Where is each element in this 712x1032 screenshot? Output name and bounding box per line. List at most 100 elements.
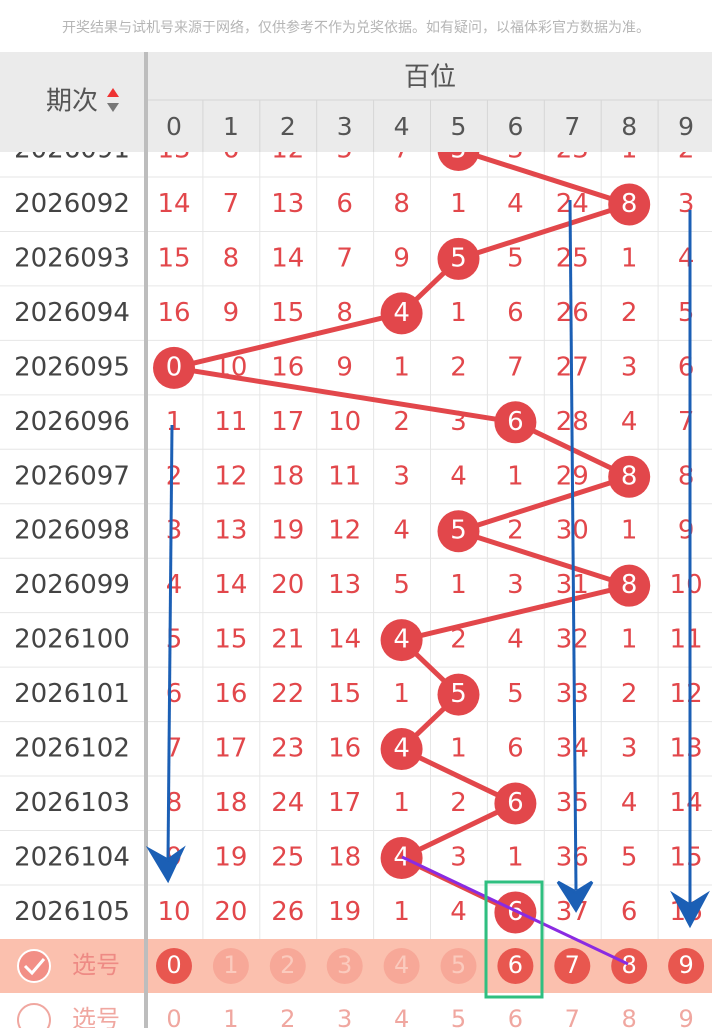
miss-count: 4: [450, 897, 467, 927]
miss-count: 1: [621, 516, 638, 546]
pick-ball[interactable]: [497, 948, 534, 984]
pick-check[interactable]: [17, 949, 51, 983]
pick-digit[interactable]: 0: [166, 1005, 181, 1032]
pick-digit[interactable]: 5: [451, 1005, 466, 1032]
miss-count: 14: [328, 625, 361, 655]
pick-digit[interactable]: 3: [337, 951, 352, 979]
miss-count: 16: [271, 352, 304, 382]
miss-count: 4: [507, 189, 524, 219]
pick-digit[interactable]: 1: [223, 951, 238, 979]
pick-digit[interactable]: 4: [394, 1005, 409, 1032]
miss-count: 16: [214, 679, 247, 709]
miss-count: 12: [670, 679, 703, 709]
pick-ball[interactable]: [212, 948, 249, 984]
pick-ball[interactable]: [269, 948, 306, 984]
sort-up[interactable]: [107, 88, 119, 97]
miss-count: 5: [621, 842, 638, 872]
pick-ball[interactable]: [611, 948, 648, 984]
miss-count: 11: [214, 407, 247, 437]
pick-digit[interactable]: 6: [508, 951, 523, 979]
miss-count: 15: [670, 842, 703, 872]
pick-digit[interactable]: 6: [508, 1005, 523, 1032]
pick-digit[interactable]: 8: [622, 1005, 637, 1032]
miss-count: 2: [621, 679, 638, 709]
pick-digit[interactable]: 4: [394, 951, 409, 979]
pick-digit[interactable]: 0: [166, 951, 181, 979]
pick-digit[interactable]: 7: [565, 1005, 580, 1032]
miss-count: 14: [271, 243, 304, 273]
hit-ball: [494, 782, 537, 825]
issue: 2026100: [14, 625, 130, 655]
miss-count: 19: [328, 897, 361, 927]
miss-count: 20: [271, 570, 304, 600]
miss-count: 19: [271, 516, 304, 546]
pick-digit[interactable]: 7: [565, 951, 580, 979]
miss-count: 7: [507, 352, 524, 382]
miss-count: 13: [271, 189, 304, 219]
miss-count: 9: [336, 352, 353, 382]
miss-count: 9: [393, 243, 410, 273]
hit-ball: [437, 237, 480, 280]
pick-digit[interactable]: 3: [337, 1005, 352, 1032]
miss-count: 1: [621, 625, 638, 655]
disclaimer: 开奖结果与试机号来源于网络，仅供参考不作为兑奖依据。如有疑问，以福体彩官方数据为…: [62, 19, 650, 36]
pick-digit[interactable]: 2: [280, 951, 295, 979]
pick-ball[interactable]: [668, 948, 705, 984]
miss-count: 15: [328, 679, 361, 709]
miss-count: 1: [393, 897, 410, 927]
pick-ball[interactable]: [440, 948, 477, 984]
miss-count: 3: [678, 189, 695, 219]
pick-digit[interactable]: 8: [622, 951, 637, 979]
miss-count: 4: [621, 788, 638, 818]
miss-count: 36: [556, 842, 589, 872]
hit-ball: [494, 401, 537, 444]
sort-down[interactable]: [107, 103, 119, 112]
miss-count: 22: [271, 679, 304, 709]
pick-ball[interactable]: [156, 948, 192, 984]
miss-count: 3: [450, 407, 467, 437]
pick-check[interactable]: [17, 1003, 51, 1032]
issue: 2026096: [14, 407, 130, 437]
miss-count: 3: [621, 352, 638, 382]
pick-digit[interactable]: 5: [451, 951, 466, 979]
miss-count: 5: [507, 679, 524, 709]
hit-number: 5: [450, 516, 467, 546]
pick-ball[interactable]: [554, 948, 591, 984]
miss-count: 11: [670, 625, 703, 655]
miss-count: 4: [507, 625, 524, 655]
top-bar: [0, 0, 712, 52]
miss-count: 17: [328, 788, 361, 818]
miss-count: 11: [328, 461, 361, 491]
issue: 2026099: [14, 570, 130, 600]
hit-number: 0: [166, 352, 183, 382]
miss-count: 5: [393, 570, 410, 600]
hit-number: 4: [393, 734, 410, 764]
miss-count: 1: [166, 407, 183, 437]
digit-header: 7: [564, 112, 580, 141]
miss-count: 34: [556, 734, 589, 764]
pick-digit[interactable]: 1: [223, 1005, 238, 1032]
pick-digit[interactable]: 2: [280, 1005, 295, 1032]
miss-count: 20: [214, 897, 247, 927]
issue: 2026101: [14, 679, 130, 709]
pick-ball[interactable]: [383, 948, 420, 984]
miss-count: 3: [507, 570, 524, 600]
issue: 2026105: [14, 897, 130, 927]
pick-digit[interactable]: 9: [678, 1005, 693, 1032]
hit-number: 4: [393, 842, 410, 872]
miss-count: 6: [507, 734, 524, 764]
miss-count: 4: [450, 461, 467, 491]
miss-count: 14: [670, 788, 703, 818]
hit-ball: [608, 183, 651, 226]
miss-count: 25: [271, 842, 304, 872]
pick-ball[interactable]: [326, 948, 363, 984]
miss-count: 23: [271, 734, 304, 764]
pick-digit[interactable]: 9: [678, 951, 693, 979]
hit-number: 6: [507, 407, 524, 437]
miss-count: 2: [507, 516, 524, 546]
miss-count: 12: [214, 461, 247, 491]
miss-count: 9: [223, 298, 240, 328]
issue-header[interactable]: 期次: [46, 87, 98, 117]
annotation-box: [484, 880, 544, 999]
